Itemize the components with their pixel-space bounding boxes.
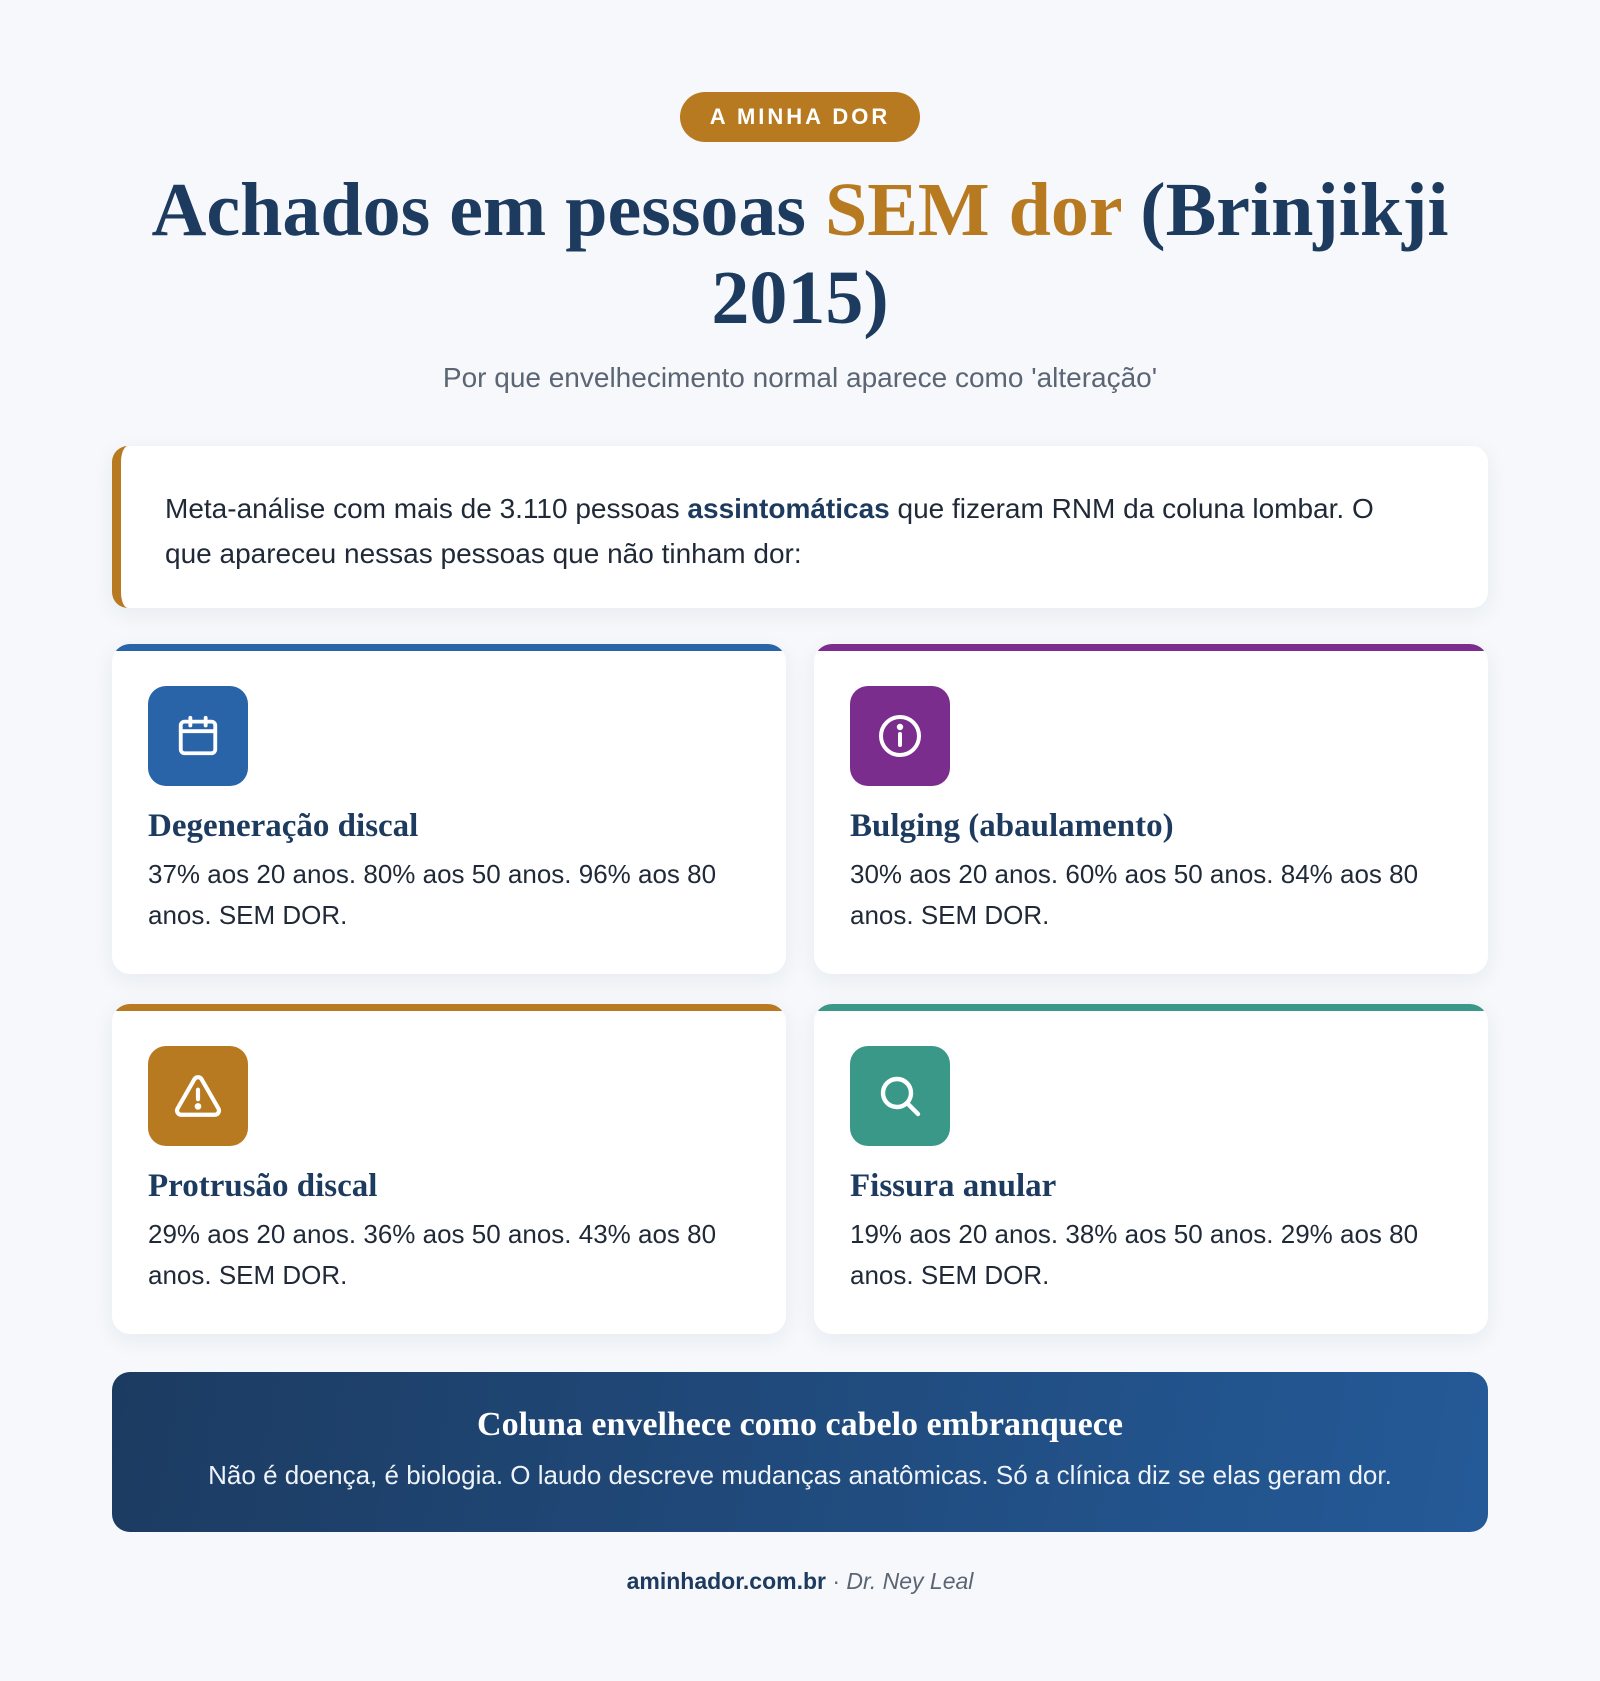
title-accent: SEM dor [824,168,1122,252]
intro-box: Meta-análise com mais de 3.110 pessoas a… [112,446,1488,608]
banner-title: Coluna envelhece como cabelo embranquece [477,1406,1123,1443]
footer-author: Dr. Ney Leal [846,1568,974,1594]
footer: aminhador.com.br · Dr. Ney Leal [112,1568,1488,1595]
card-icon-box [148,686,248,786]
category-badge: A MINHA DOR [679,92,921,142]
intro-text-strong: assintomáticas [687,493,890,524]
footer-separator: · [825,1568,847,1594]
finding-card-degeneracao: Degeneração discal 37% aos 20 anos. 80% … [112,644,786,974]
conclusion-banner: Coluna envelhece como cabelo embranquece… [112,1372,1488,1532]
card-text: 29% aos 20 anos. 36% aos 50 anos. 43% ao… [148,1219,717,1290]
card-top-bar [814,1004,1488,1011]
card-text: 19% aos 20 anos. 38% aos 50 anos. 29% ao… [850,1219,1419,1290]
search-icon [880,1076,921,1117]
card-icon-box [850,686,950,786]
finding-card-protrusao: Protrusão discal 29% aos 20 anos. 36% ao… [112,1004,786,1334]
intro-text-before: Meta-análise com mais de 3.110 pessoas [165,493,688,524]
page-title: Achados em pessoas SEM dor (Brinjikji 20… [112,166,1488,342]
card-icon-box [850,1046,950,1146]
info-icon [879,715,921,757]
banner-text: Não é doença, é biologia. O laudo descre… [208,1460,1392,1490]
badge-wrapper: A MINHA DOR [112,92,1488,142]
finding-card-fissura: Fissura anular 19% aos 20 anos. 38% aos … [814,1004,1488,1334]
card-title: Fissura anular [850,1168,1057,1204]
title-part-2: (Brinjikji 2015) [711,168,1449,340]
card-top-bar [814,644,1488,651]
card-title: Protrusão discal [148,1168,378,1204]
intro-text-after: que fizeram RNM da coluna lombar. O que … [165,493,1374,569]
finding-card-bulging: Bulging (abaulamento) 30% aos 20 anos. 6… [814,644,1488,974]
footer-site-link[interactable]: aminhador.com.br [626,1568,826,1594]
card-text: 30% aos 20 anos. 60% aos 50 anos. 84% ao… [850,859,1419,930]
page-subtitle: Por que envelhecimento normal aparece co… [442,362,1158,393]
title-part-1: Achados em pessoas [151,168,825,252]
card-title: Degeneração discal [148,808,419,844]
card-title: Bulging (abaulamento) [850,808,1174,844]
card-top-bar [112,1004,786,1011]
calendar-icon [178,715,218,756]
card-top-bar [112,644,786,651]
card-text: 37% aos 20 anos. 80% aos 50 anos. 96% ao… [148,859,717,930]
warning-icon [175,1075,221,1117]
card-icon-box [148,1046,248,1146]
